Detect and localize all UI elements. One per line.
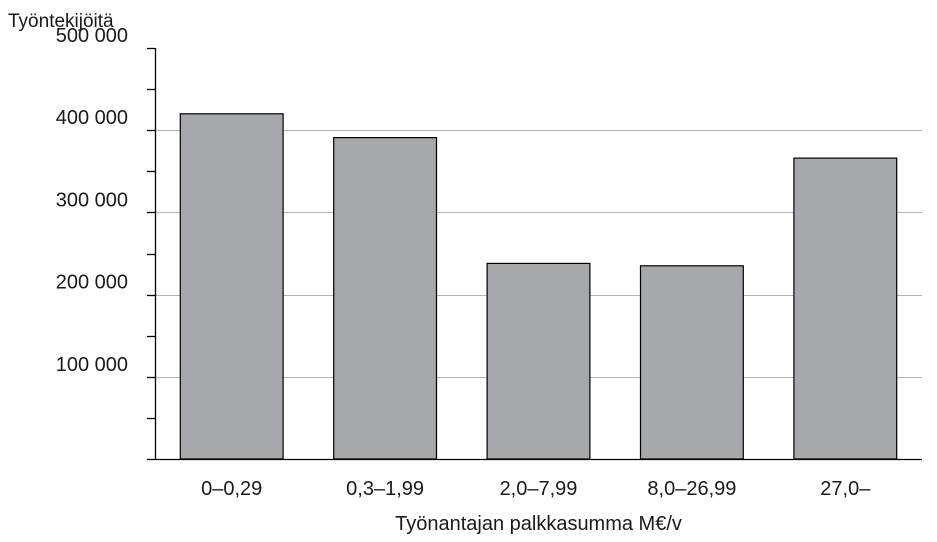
bar [179,113,284,460]
y-ticks: 100 000 200 000 300 000 400 000 500 000 [56,25,155,420]
x-category-label: 8,0–26,99 [647,478,736,500]
y-tick-label: 100 000 [56,354,128,376]
x-category-label: 0,3–1,99 [346,478,424,500]
bars [179,113,898,460]
y-tick-label: 500 000 [56,25,128,47]
y-tick-label: 400 000 [56,107,128,129]
y-tick-label: 300 000 [56,189,128,211]
bar [639,265,744,460]
bar [333,137,438,460]
y-axis-title: Työntekijöitä [8,11,114,32]
x-category-label: 27,0– [820,478,871,500]
bar [793,157,898,460]
x-category-label: 2,0–7,99 [500,478,578,500]
x-axis-title: Työnantajan palkkasumma M€/v [395,513,682,535]
bar [486,262,591,460]
y-tick-label: 200 000 [56,272,128,294]
x-category-label: 0–0,29 [201,478,262,500]
axes [147,48,922,461]
x-category-labels: 0–0,29 0,3–1,99 2,0–7,99 8,0–26,99 27,0– [201,478,871,500]
